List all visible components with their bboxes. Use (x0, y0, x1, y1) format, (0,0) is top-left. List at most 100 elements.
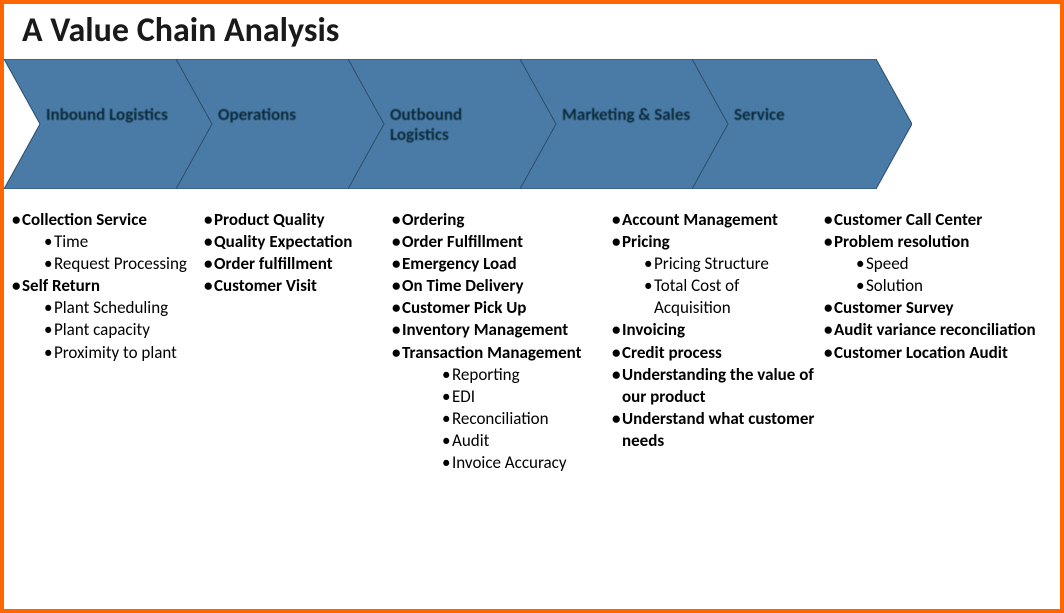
list-item: •Customer Location Audit (822, 342, 1038, 364)
list-item-text: Understand what customer needs (622, 408, 818, 452)
bullet-icon: • (644, 275, 654, 319)
list-item: •Account Management (610, 209, 818, 231)
list-item: •Audit (390, 430, 606, 452)
bullet-icon: • (442, 408, 452, 430)
bullet-icon: • (392, 275, 402, 297)
list-item: •Invoice Accuracy (390, 452, 606, 474)
bullet-icon: • (824, 342, 834, 364)
list-item-text: Customer Call Center (834, 209, 982, 231)
bullet-icon: • (442, 430, 452, 452)
list-item-text: Pricing Structure (654, 253, 769, 275)
list-item-text: Pricing (622, 231, 670, 253)
list-item-text: Invoicing (622, 319, 685, 341)
list-item-text: Solution (866, 275, 923, 297)
list-item: •On Time Delivery (390, 275, 606, 297)
list-item-text: Product Quality (214, 209, 325, 231)
list-item-text: Customer Pick Up (402, 297, 526, 319)
bullet-icon: • (442, 452, 452, 474)
list-item: •Proximity to plant (10, 342, 198, 364)
bullet-icon: • (44, 253, 54, 275)
bullet-icon: • (12, 275, 22, 297)
bullet-icon: • (612, 209, 622, 231)
bullet-icon: • (204, 253, 214, 275)
list-item: •Pricing (610, 231, 818, 253)
list-item-text: Ordering (402, 209, 464, 231)
list-item: •Self Return (10, 275, 198, 297)
chevron-row: Inbound Logistics Operations Outbound Logi… (4, 59, 1060, 199)
bullet-icon: • (612, 342, 622, 364)
chevron-stage: Service (692, 59, 912, 189)
bullet-icon: • (44, 342, 54, 364)
bullet-icon: • (204, 209, 214, 231)
list-item-text: Reconciliation (452, 408, 549, 430)
bullet-icon: • (392, 297, 402, 319)
chevron-label: Outbound Logistics (390, 105, 520, 144)
bullet-icon: • (612, 364, 622, 408)
bullet-icon: • (204, 275, 214, 297)
bullet-icon: • (824, 297, 834, 319)
list-item: •Time (10, 231, 198, 253)
list-item-text: Customer Survey (834, 297, 954, 319)
list-item: •Order Fulfillment (390, 231, 606, 253)
list-item-text: Transaction Management (402, 342, 582, 364)
chevron-label: Inbound Logistics (46, 105, 176, 125)
list-item-text: Reporting (452, 364, 520, 386)
list-item-text: Emergency Load (402, 253, 517, 275)
list-item: •Plant Scheduling (10, 297, 198, 319)
list-item-text: Plant capacity (54, 319, 150, 341)
bullet-icon: • (392, 231, 402, 253)
bullet-icon: • (612, 319, 622, 341)
list-item: •Speed (822, 253, 1038, 275)
list-item: •Credit process (610, 342, 818, 364)
bullet-icon: • (824, 319, 834, 341)
list-item: •Customer Visit (202, 275, 386, 297)
list-item: •Problem resolution (822, 231, 1038, 253)
list-item-text: Request Processing (54, 253, 187, 275)
list-item-text: Audit (452, 430, 489, 452)
detail-column: •Product Quality•Quality Expectation•Ord… (202, 209, 390, 297)
list-item: •Product Quality (202, 209, 386, 231)
list-item: • Audit variance reconciliation (822, 319, 1038, 341)
list-item-text: EDI (452, 386, 475, 408)
bullet-icon: • (824, 209, 834, 231)
bullet-icon: • (12, 209, 22, 231)
list-item-text: Total Cost of Acquisition (654, 275, 818, 319)
list-item: •Order fulfillment (202, 253, 386, 275)
list-item-text: Order Fulfillment (402, 231, 523, 253)
chevron-label: Operations (218, 105, 348, 125)
bullet-icon: • (392, 253, 402, 275)
list-item-text: Time (54, 231, 88, 253)
list-item-text: Credit process (622, 342, 722, 364)
list-item-text: Proximity to plant (54, 342, 177, 364)
list-item-text: Invoice Accuracy (452, 452, 567, 474)
bullet-icon: • (392, 319, 402, 341)
list-item-text: Collection Service (22, 209, 147, 231)
list-item-text: Speed (866, 253, 909, 275)
list-item: •Understanding the value of our product (610, 364, 818, 408)
list-item: •Total Cost of Acquisition (610, 275, 818, 319)
list-item: •Invoicing (610, 319, 818, 341)
list-item: •Inventory Management (390, 319, 606, 341)
bullet-icon: • (612, 408, 622, 452)
list-item-text: Understanding the value of our product (622, 364, 818, 408)
list-item: •Request Processing (10, 253, 198, 275)
list-item: •Collection Service (10, 209, 198, 231)
detail-column: •Account Management•Pricing•Pricing Stru… (610, 209, 822, 452)
list-item: •Pricing Structure (610, 253, 818, 275)
slide-frame: A Value Chain Analysis Inbound Logistics… (0, 0, 1064, 613)
list-item-text: Customer Visit (214, 275, 317, 297)
list-item: •Customer Call Center (822, 209, 1038, 231)
bullet-icon: • (44, 319, 54, 341)
bullet-icon: • (442, 386, 452, 408)
bullet-icon: • (44, 231, 54, 253)
list-item-text: Audit variance reconciliation (834, 319, 1036, 341)
detail-columns: •Collection Service•Time•Request Process… (4, 199, 1060, 474)
list-item: •Customer Pick Up (390, 297, 606, 319)
bullet-icon: • (612, 231, 622, 253)
list-item: •Reporting (390, 364, 606, 386)
bullet-icon: • (204, 231, 214, 253)
chevron-label: Marketing & Sales (562, 105, 692, 125)
list-item: •Ordering (390, 209, 606, 231)
list-item-text: On Time Delivery (402, 275, 524, 297)
bullet-icon: • (44, 297, 54, 319)
